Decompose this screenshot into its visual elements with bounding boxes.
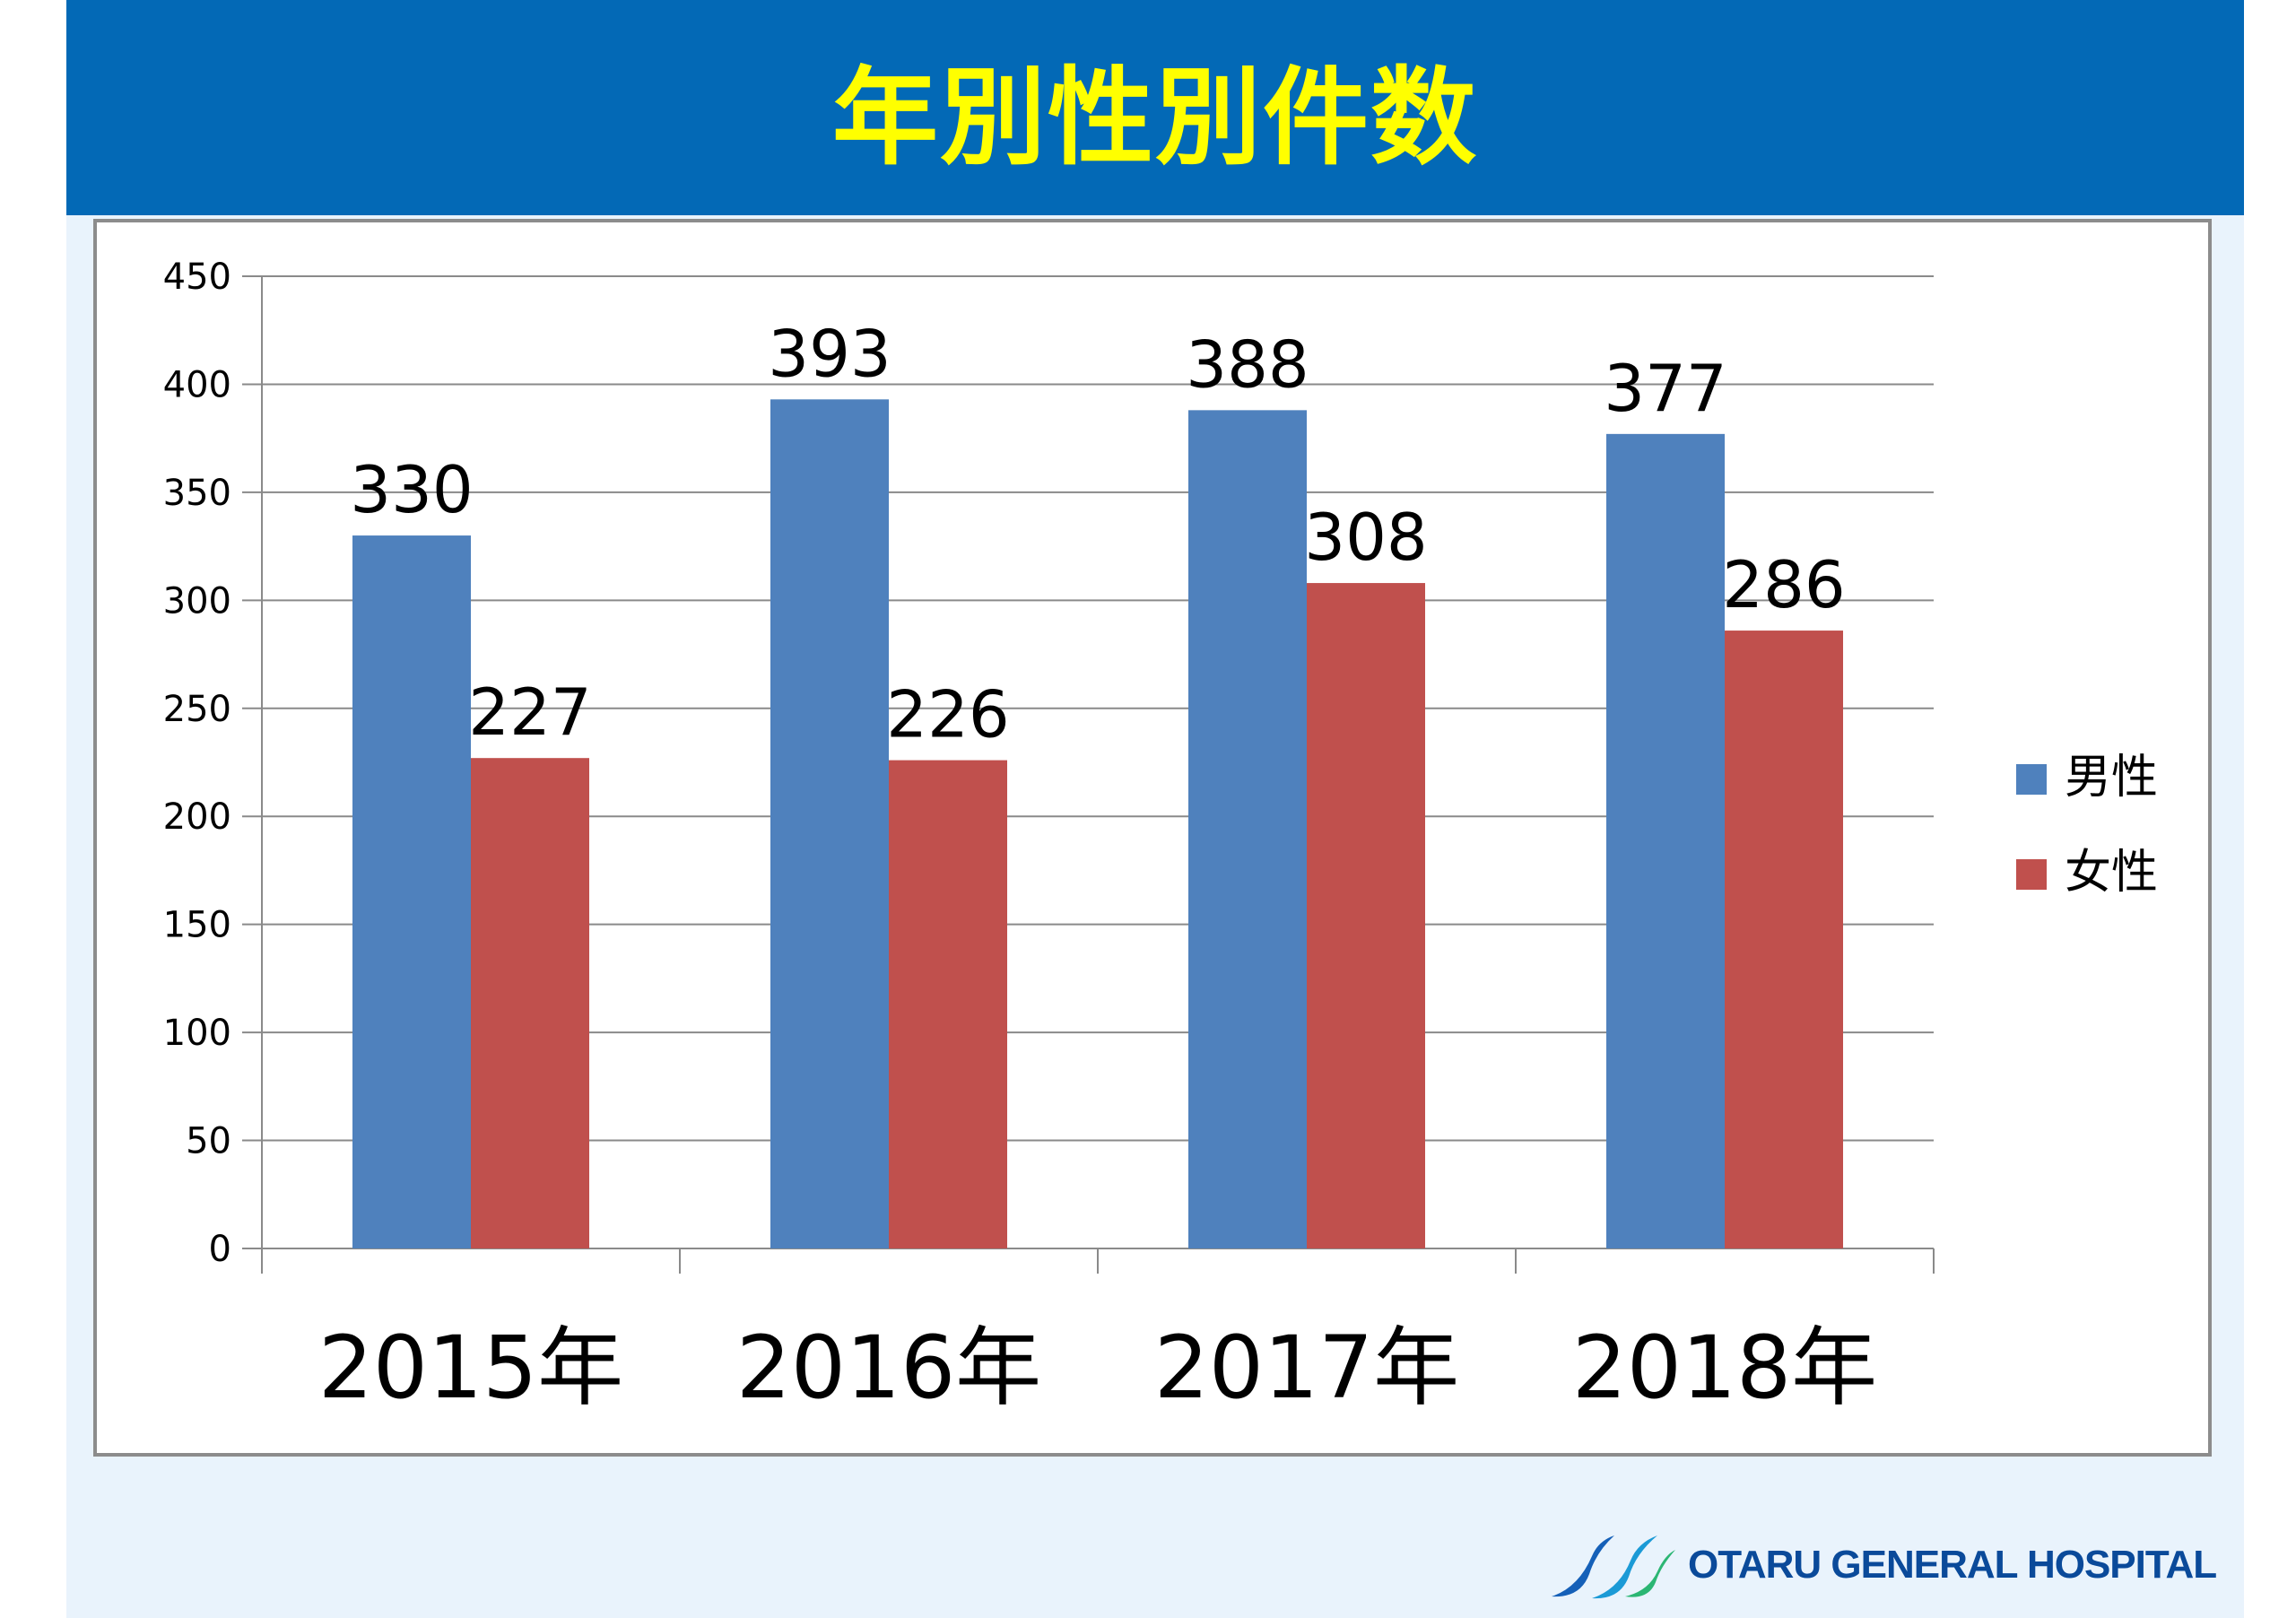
bar-female bbox=[1725, 631, 1843, 1248]
x-tick-label: 2016年 bbox=[736, 1318, 1041, 1418]
bar-male bbox=[1188, 410, 1307, 1249]
bar-female bbox=[889, 760, 1007, 1248]
hospital-logo-icon bbox=[1552, 1535, 1675, 1599]
y-tick-label: 50 bbox=[186, 1121, 231, 1162]
y-tick-label: 250 bbox=[163, 689, 231, 730]
title-bar: 年別性別件数 bbox=[66, 0, 2244, 215]
bar-chart: 0 50 100 150 200 250 300 350 400 450 2015年 2016年 201… bbox=[163, 257, 2158, 1418]
y-tick-label: 0 bbox=[209, 1229, 231, 1270]
x-tick-label: 2017年 bbox=[1154, 1318, 1459, 1418]
y-tick-label: 200 bbox=[163, 796, 231, 838]
footer-logo: OTARU GENERAL HOSPITAL bbox=[1543, 1525, 2224, 1605]
y-tick-label: 150 bbox=[163, 905, 231, 946]
x-tick-label: 2015年 bbox=[318, 1318, 623, 1418]
data-label: 227 bbox=[468, 674, 591, 750]
y-tick-label: 350 bbox=[163, 473, 231, 514]
bar-male bbox=[1606, 433, 1725, 1248]
data-label: 377 bbox=[1604, 351, 1726, 426]
hospital-name: OTARU GENERAL HOSPITAL bbox=[1688, 1543, 2217, 1587]
data-label: 393 bbox=[768, 316, 891, 391]
data-label: 286 bbox=[1722, 547, 1845, 622]
data-label: 308 bbox=[1304, 500, 1427, 575]
y-tick-label: 300 bbox=[163, 580, 231, 622]
bar-female bbox=[1307, 583, 1425, 1248]
chart-area: 0 50 100 150 200 250 300 350 400 450 2015年 2016年 201… bbox=[93, 219, 2212, 1457]
page-title: 年別性別件数 bbox=[831, 55, 1478, 179]
bar-female bbox=[471, 758, 589, 1248]
data-label: 330 bbox=[350, 452, 473, 527]
y-tick-label: 100 bbox=[163, 1013, 231, 1054]
bar-male bbox=[352, 535, 471, 1248]
legend-swatch bbox=[2016, 764, 2047, 795]
legend-label: 女性 bbox=[2065, 846, 2158, 900]
legend-label: 男性 bbox=[2065, 751, 2158, 805]
bar-male bbox=[770, 399, 889, 1249]
data-label: 226 bbox=[886, 677, 1009, 752]
data-label: 388 bbox=[1186, 326, 1309, 402]
y-tick-label: 400 bbox=[163, 364, 231, 405]
x-tick-label: 2018年 bbox=[1572, 1318, 1877, 1418]
y-tick-label: 450 bbox=[163, 257, 231, 298]
legend-swatch bbox=[2016, 859, 2047, 890]
